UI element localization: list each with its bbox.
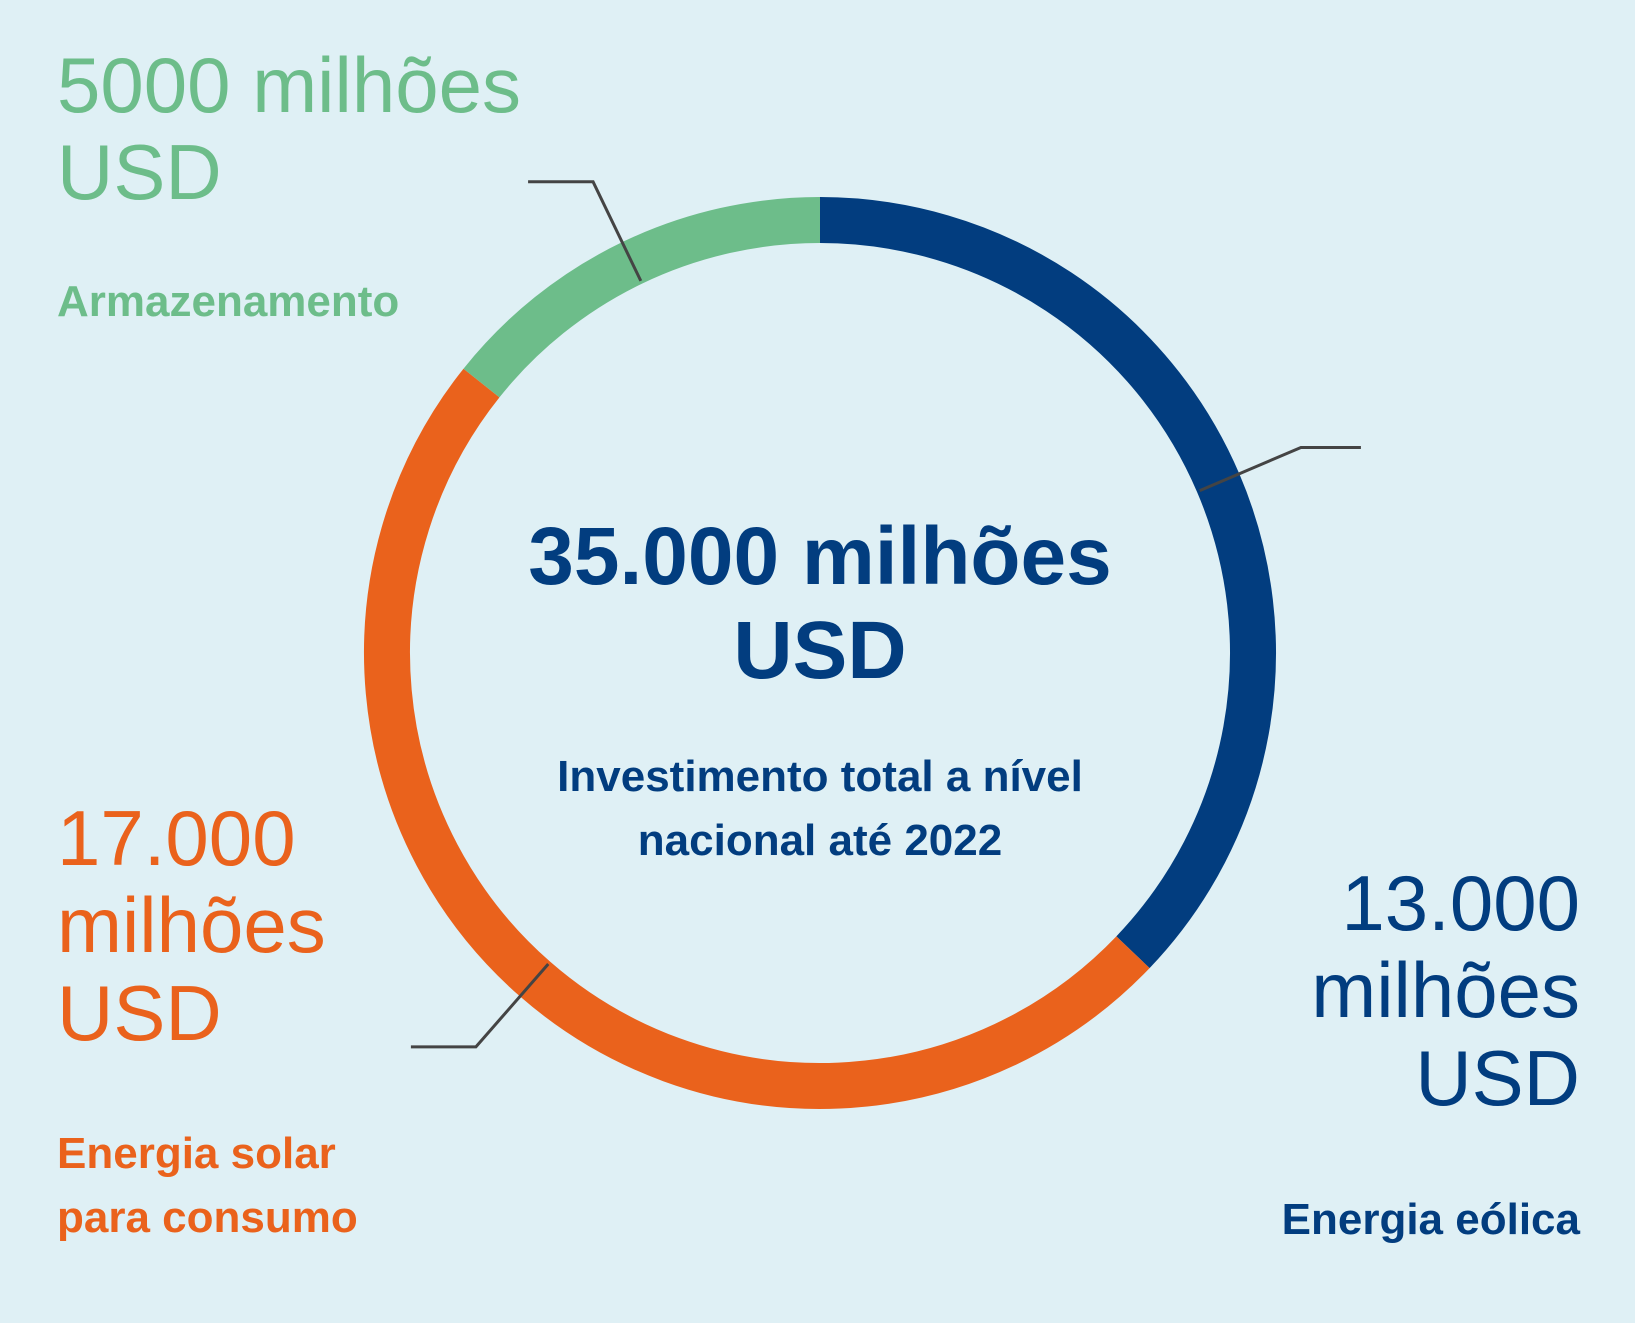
category-label: Energia solar para consumo <box>57 1129 358 1242</box>
value-label: 5000 milhões USD <box>57 41 521 217</box>
donut-segment <box>364 368 1150 1109</box>
leader-line <box>528 180 643 282</box>
center-subtitle: Investimento total a nível nacional até … <box>557 752 1083 865</box>
leader-line <box>1199 445 1361 493</box>
category-label: Energia eólica <box>1281 1195 1580 1244</box>
value-label: 17.000 milhões USD <box>57 794 326 1057</box>
center-title: 35.000 milhões USD <box>528 511 1112 697</box>
leader-line <box>410 963 550 1049</box>
value-label: 13.000 milhões USD <box>1311 859 1580 1122</box>
category-label: Armazenamento <box>57 277 400 326</box>
